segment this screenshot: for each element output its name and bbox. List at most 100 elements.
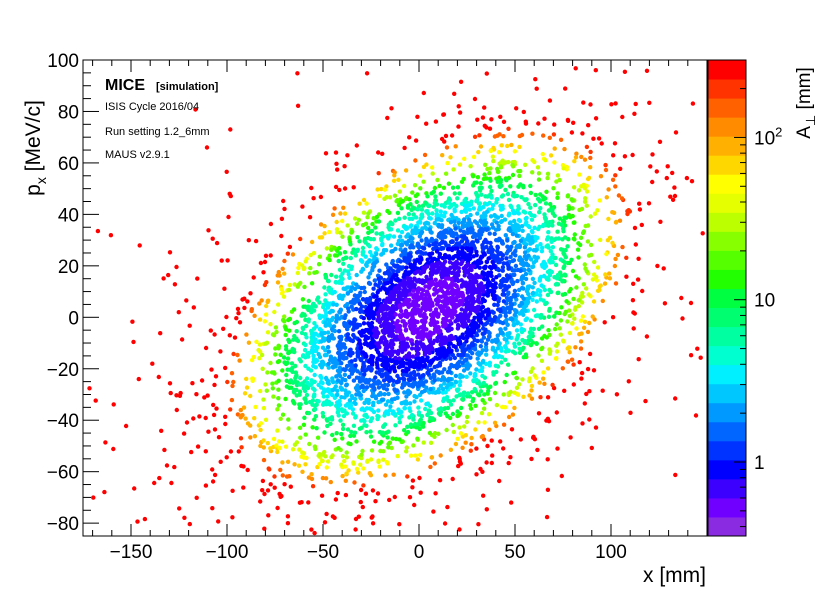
data-point	[228, 449, 234, 454]
data-point	[159, 428, 164, 433]
scatter-points	[87, 66, 705, 536]
data-point	[513, 263, 519, 269]
data-point	[615, 252, 621, 258]
data-point	[487, 360, 493, 365]
data-point	[531, 307, 537, 313]
data-point	[380, 251, 386, 256]
data-point	[420, 280, 425, 286]
data-point	[459, 278, 464, 283]
data-point	[412, 379, 417, 385]
data-point	[532, 159, 537, 165]
data-point	[394, 334, 400, 339]
data-point	[242, 296, 247, 301]
data-point	[380, 151, 385, 156]
data-point	[455, 246, 460, 251]
data-point	[597, 284, 602, 289]
data-point	[224, 169, 229, 174]
data-point	[580, 290, 585, 296]
data-point	[457, 425, 462, 430]
data-point	[664, 175, 669, 181]
data-point	[519, 326, 524, 332]
data-point	[472, 386, 477, 392]
data-point	[581, 100, 586, 105]
data-point	[567, 350, 572, 355]
data-point	[349, 230, 354, 235]
data-point	[303, 363, 308, 369]
data-point	[470, 174, 476, 179]
data-point	[590, 314, 595, 319]
data-point	[322, 223, 327, 229]
data-point	[537, 210, 542, 215]
data-point	[421, 246, 427, 251]
data-point	[339, 431, 344, 437]
data-point	[357, 201, 362, 206]
data-point	[172, 282, 178, 287]
data-point	[202, 395, 207, 400]
data-point	[612, 141, 618, 146]
data-point	[395, 318, 400, 324]
data-point	[529, 212, 534, 218]
data-point	[554, 356, 559, 361]
data-point	[296, 463, 302, 468]
data-point	[410, 231, 415, 236]
data-point	[480, 115, 486, 120]
data-point	[569, 130, 575, 135]
data-point	[532, 254, 537, 259]
data-point	[595, 288, 601, 293]
data-point	[526, 334, 531, 340]
data-point	[292, 462, 297, 467]
data-point	[265, 370, 270, 375]
data-point	[419, 207, 425, 212]
data-point	[249, 308, 254, 314]
data-point	[375, 290, 380, 295]
data-point	[342, 458, 347, 464]
data-point	[405, 424, 410, 429]
data-point	[561, 166, 566, 171]
data-point	[435, 377, 441, 382]
data-point	[337, 187, 342, 193]
data-point	[571, 362, 576, 367]
data-point	[528, 326, 534, 331]
data-point	[346, 272, 351, 277]
data-point	[356, 514, 361, 519]
data-point	[485, 240, 490, 245]
data-point	[102, 489, 107, 495]
data-point	[187, 323, 192, 328]
data-point	[541, 370, 546, 375]
data-point	[609, 102, 614, 107]
data-point	[272, 309, 277, 315]
data-point	[596, 136, 602, 141]
data-point	[631, 326, 636, 331]
data-point	[316, 262, 322, 267]
data-point	[579, 154, 584, 160]
data-point	[648, 164, 653, 169]
data-point	[435, 177, 440, 183]
data-point	[536, 171, 542, 176]
data-point	[427, 203, 432, 208]
data-point	[369, 448, 375, 453]
data-point	[487, 126, 493, 131]
data-point	[572, 232, 577, 237]
data-point	[506, 460, 511, 466]
data-point	[402, 390, 407, 395]
data-point	[550, 382, 555, 388]
data-point	[309, 281, 315, 286]
data-point	[387, 440, 393, 445]
data-point	[317, 254, 323, 259]
data-point	[279, 493, 284, 499]
data-point	[485, 166, 490, 172]
data-point	[585, 239, 591, 244]
data-point	[473, 403, 478, 408]
data-point	[280, 473, 285, 478]
data-point	[465, 290, 470, 295]
data-point	[287, 474, 292, 479]
data-point	[301, 422, 307, 427]
data-point	[361, 197, 367, 203]
data-point	[451, 343, 456, 349]
data-point	[431, 266, 436, 271]
data-point	[481, 176, 486, 182]
data-point	[640, 288, 645, 294]
data-point	[403, 321, 408, 327]
data-point	[354, 143, 359, 148]
data-point	[460, 397, 465, 402]
